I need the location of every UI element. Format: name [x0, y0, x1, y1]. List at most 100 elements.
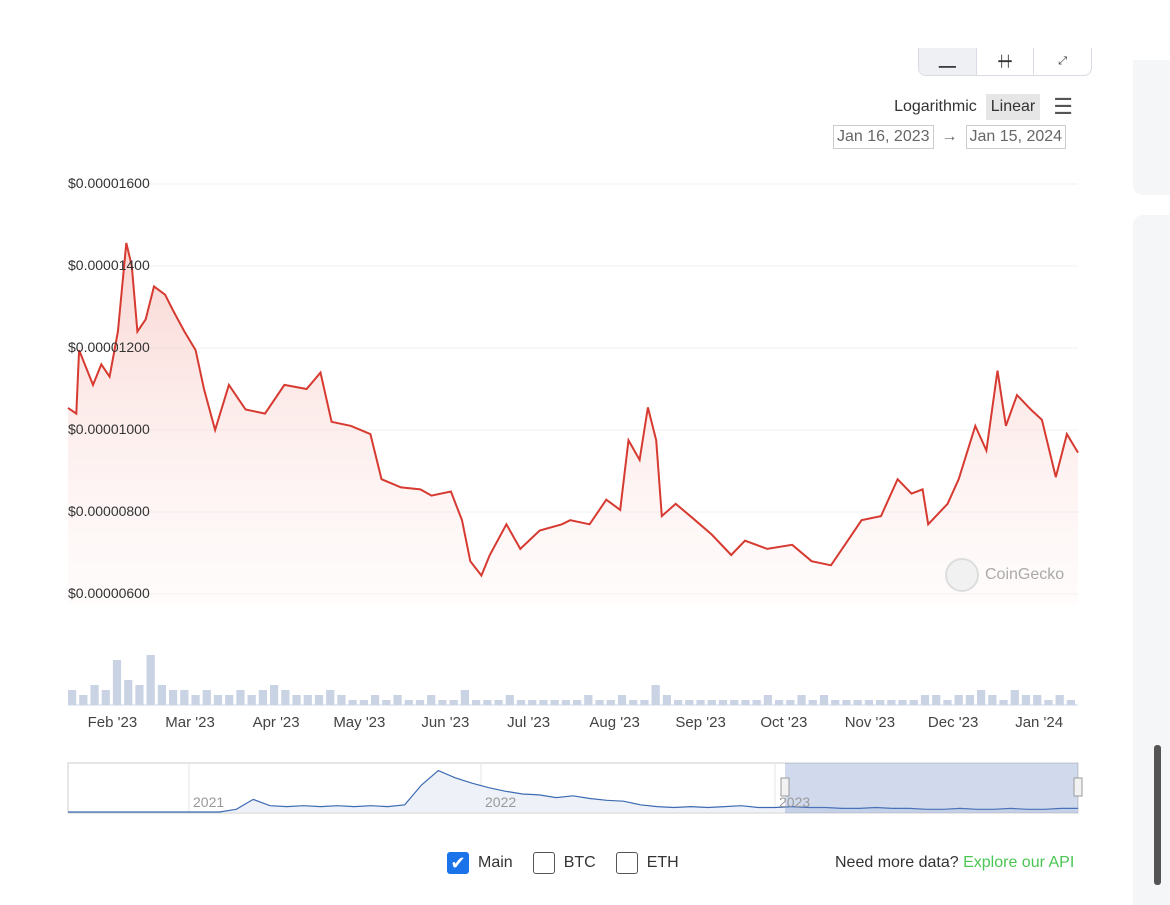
- volume-bar: [753, 700, 761, 705]
- volume-bar: [180, 690, 188, 705]
- volume-bar: [236, 690, 244, 705]
- volume-bar: [820, 695, 828, 705]
- volume-bar: [472, 700, 480, 705]
- volume-bar: [427, 695, 435, 705]
- volume-bar: [450, 700, 458, 705]
- volume-bar: [663, 695, 671, 705]
- volume-bar: [281, 690, 289, 705]
- x-tick-label: Jun '23: [421, 714, 469, 731]
- volume-bar: [1044, 700, 1052, 705]
- volume-bar: [191, 695, 199, 705]
- volume-bar: [988, 695, 996, 705]
- x-tick-label: Nov '23: [845, 714, 895, 731]
- x-tick-label: May '23: [333, 714, 385, 731]
- volume-bar: [79, 695, 87, 705]
- x-tick-label: Oct '23: [760, 714, 807, 731]
- volume-bar: [551, 700, 559, 705]
- price-area: [68, 243, 1078, 604]
- btc-label: BTC: [564, 854, 596, 872]
- y-tick-label: $0.00001400: [68, 257, 150, 273]
- volume-bar: [169, 690, 177, 705]
- volume-bar: [494, 700, 502, 705]
- x-tick-label: Mar '23: [165, 714, 215, 731]
- side-panel: [1133, 215, 1170, 905]
- volume-bar: [1033, 695, 1041, 705]
- volume-bar: [876, 700, 884, 705]
- y-tick-label: $0.00000800: [68, 503, 150, 519]
- volume-bar: [1056, 695, 1064, 705]
- volume-bar: [382, 700, 390, 705]
- volume-bar: [584, 695, 592, 705]
- volume-bar: [158, 685, 166, 705]
- volume-bar: [102, 690, 110, 705]
- volume-bar: [517, 700, 525, 705]
- x-tick-label: Feb '23: [88, 714, 138, 731]
- navigator-year-label: 2021: [193, 794, 224, 810]
- eth-checkbox[interactable]: [616, 852, 638, 874]
- volume-bar: [999, 700, 1007, 705]
- volume-bar: [90, 685, 98, 705]
- side-panel: [1133, 60, 1170, 195]
- explore-api-link[interactable]: Explore our API: [963, 854, 1074, 871]
- navigator-selection[interactable]: [785, 763, 1078, 813]
- volume-bar: [270, 685, 278, 705]
- navigator-handle[interactable]: [1074, 778, 1082, 796]
- y-tick-label: $0.00001600: [68, 175, 150, 191]
- volume-bar: [696, 700, 704, 705]
- navigator-year-label: 2022: [485, 794, 516, 810]
- volume-bar: [887, 700, 895, 705]
- volume-bar: [337, 695, 345, 705]
- volume-bar: [68, 690, 76, 705]
- volume-bar: [607, 700, 615, 705]
- volume-bar: [203, 690, 211, 705]
- coingecko-watermark: CoinGecko: [945, 558, 1064, 592]
- btc-checkbox[interactable]: [533, 852, 555, 874]
- volume-bar: [304, 695, 312, 705]
- watermark-text: CoinGecko: [985, 566, 1064, 584]
- compare-options: ✔ Main BTC ETH: [447, 852, 699, 874]
- volume-bar: [214, 695, 222, 705]
- y-tick-label: $0.00001200: [68, 339, 150, 355]
- volume-bar: [416, 700, 424, 705]
- volume-bar: [461, 690, 469, 705]
- x-tick-label: Dec '23: [928, 714, 978, 731]
- volume-bar: [865, 700, 873, 705]
- main-label: Main: [478, 854, 513, 872]
- volume-bar: [1022, 695, 1030, 705]
- volume-bar: [741, 700, 749, 705]
- volume-bar: [842, 700, 850, 705]
- volume-bar: [674, 700, 682, 705]
- volume-bar: [360, 700, 368, 705]
- volume-bar: [943, 700, 951, 705]
- volume-bar: [506, 695, 514, 705]
- volume-bar: [764, 695, 772, 705]
- volume-bar: [573, 700, 581, 705]
- x-tick-label: Aug '23: [589, 714, 639, 731]
- main-checkbox[interactable]: ✔: [447, 852, 469, 874]
- volume-bar: [910, 700, 918, 705]
- volume-bar: [595, 700, 603, 705]
- gecko-logo-icon: [945, 558, 979, 592]
- volume-bar: [730, 700, 738, 705]
- volume-bar: [955, 695, 963, 705]
- volume-bar: [640, 700, 648, 705]
- volume-bar: [831, 700, 839, 705]
- y-tick-label: $0.00001000: [68, 421, 150, 437]
- volume-bar: [349, 700, 357, 705]
- volume-bar: [977, 690, 985, 705]
- eth-label: ETH: [647, 854, 679, 872]
- volume-bar: [797, 695, 805, 705]
- volume-bar: [438, 700, 446, 705]
- volume-bar: [932, 695, 940, 705]
- volume-bar: [966, 695, 974, 705]
- volume-bar: [259, 690, 267, 705]
- volume-bar: [315, 695, 323, 705]
- volume-bar: [225, 695, 233, 705]
- volume-bar: [326, 690, 334, 705]
- scrollbar[interactable]: [1154, 745, 1161, 885]
- volume-bar: [113, 660, 121, 705]
- volume-bar: [775, 700, 783, 705]
- volume-bar: [528, 700, 536, 705]
- x-tick-label: Apr '23: [253, 714, 300, 731]
- volume-bar: [483, 700, 491, 705]
